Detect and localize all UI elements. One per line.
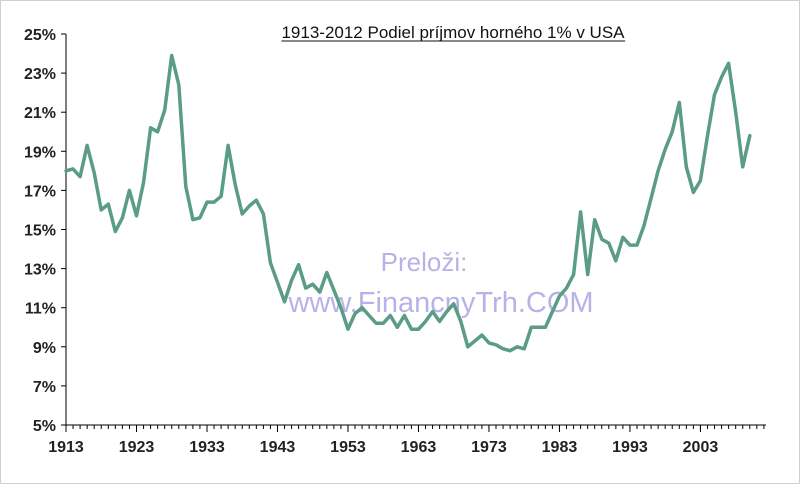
- y-axis: 5% 7% 9% 11% 13% 15% 17% 19% 21% 23% 25%: [24, 27, 67, 435]
- y-tick-label: 9%: [33, 340, 56, 357]
- y-tick-label: 21%: [24, 105, 56, 122]
- x-axis: 1913 1923 1933 1943 1953 1963 1973 1983 1993 2003: [48, 424, 766, 456]
- x-tick-label: 1923: [119, 439, 155, 456]
- x-tick-label: 1913: [48, 439, 84, 456]
- y-tick-label: 23%: [24, 66, 56, 83]
- x-tick-label: 1953: [330, 439, 366, 456]
- x-tick-label: 1993: [612, 439, 648, 456]
- y-tick-label: 25%: [24, 27, 56, 44]
- series-line: [64, 53, 752, 353]
- watermark-line1: Preloži:: [381, 247, 468, 277]
- y-tick-label: 7%: [33, 379, 56, 396]
- x-tick-label: 1973: [471, 439, 507, 456]
- y-tick-label: 15%: [24, 223, 56, 240]
- chart-title: 1913-2012 Podiel príjmov horného 1% v US…: [281, 23, 625, 42]
- series-layer: [64, 53, 752, 353]
- x-tick-label: 1983: [542, 439, 578, 456]
- x-tick-label: 1933: [189, 439, 225, 456]
- x-tick-label: 1943: [260, 439, 296, 456]
- y-tick-label: 11%: [25, 301, 56, 318]
- y-tick-label: 13%: [24, 262, 56, 279]
- y-tick-label: 19%: [24, 144, 56, 161]
- x-tick-label: 2003: [683, 439, 719, 456]
- y-tick-label: 5%: [33, 418, 56, 435]
- y-tick-label: 17%: [24, 183, 56, 200]
- x-tick-label: 1963: [401, 439, 437, 456]
